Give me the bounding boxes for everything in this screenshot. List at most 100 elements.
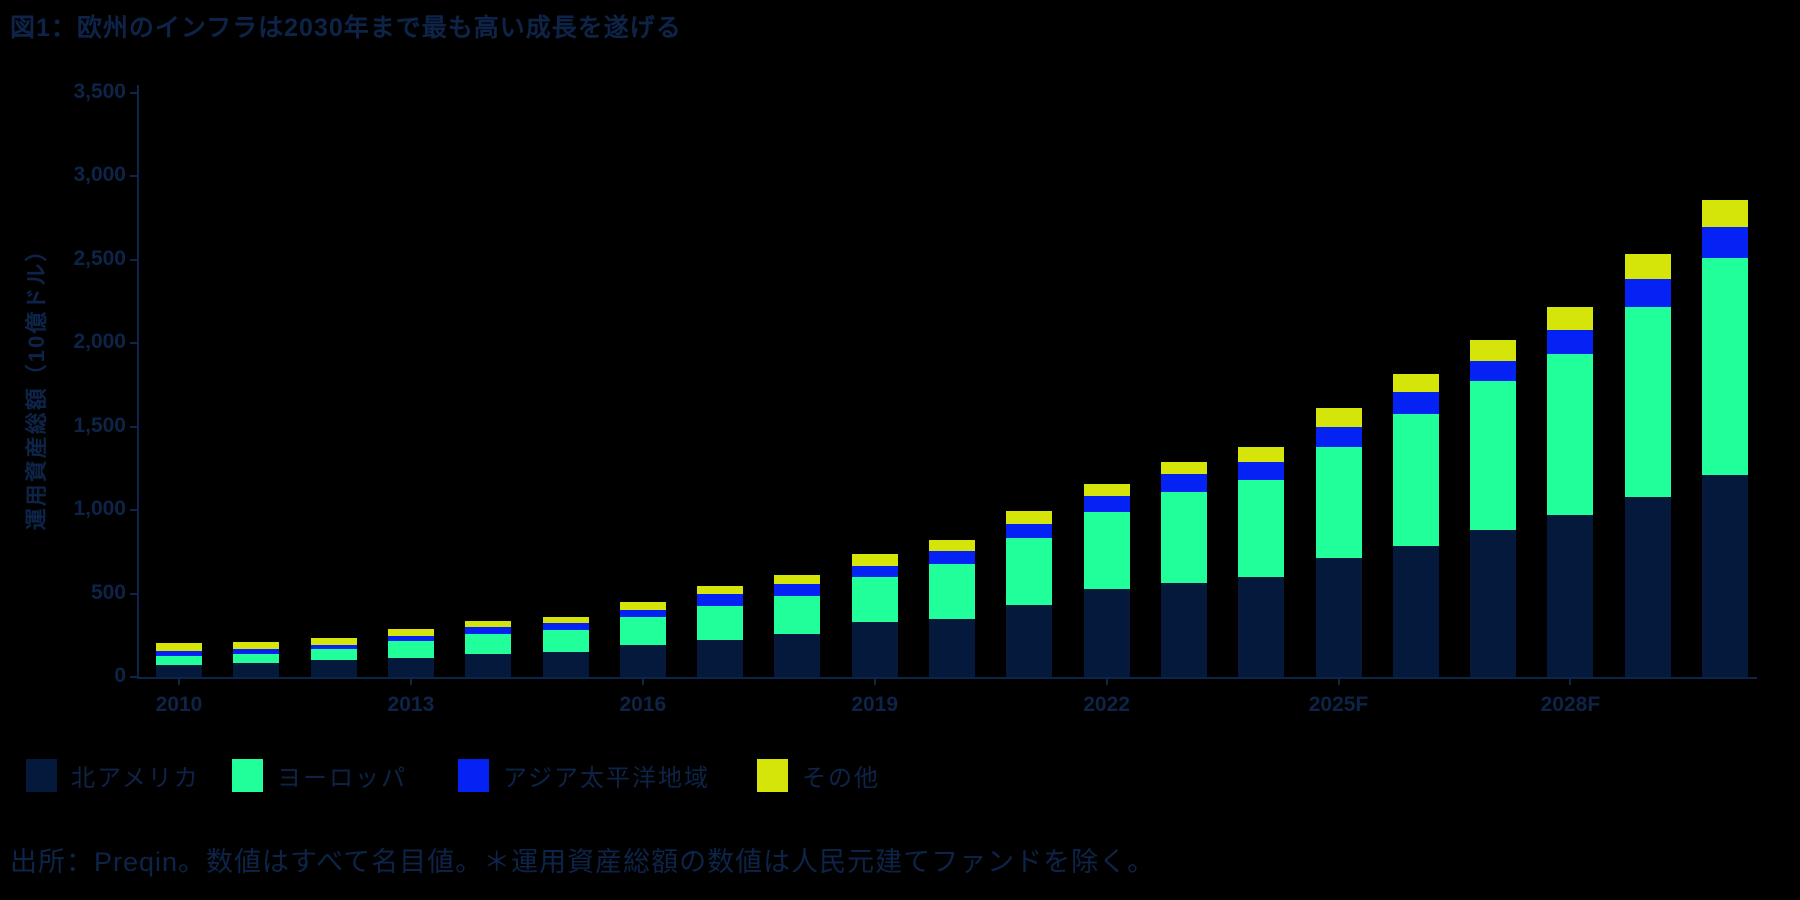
bar-segment-その他 <box>156 643 202 651</box>
legend-swatch <box>757 759 788 792</box>
bar-segment-アジア太平洋地域 <box>465 626 512 635</box>
bar-segment-ヨーロッパ <box>542 629 589 653</box>
bar-segment-ヨーロッパ <box>1392 414 1439 546</box>
bar-segment-その他 <box>233 642 280 650</box>
bar-segment-アジア太平洋地域 <box>233 649 280 654</box>
x-tick-label: 2010 <box>155 693 203 716</box>
bar-segment-北アメリカ <box>465 654 512 677</box>
bar-segment-ヨーロッパ <box>156 655 202 665</box>
legend-swatch <box>458 759 489 792</box>
y-tick-mark <box>130 425 137 428</box>
bar-segment-その他 <box>1160 461 1207 474</box>
legend-label: アジア太平洋地域 <box>503 765 711 792</box>
bar-segment-北アメリカ <box>1006 604 1053 677</box>
x-tick-label: 2025F <box>1308 693 1369 716</box>
bar-segment-アジア太平洋地域 <box>1392 392 1439 415</box>
x-tick-mark <box>1337 679 1340 685</box>
x-tick-label: 2022 <box>1083 693 1130 716</box>
figure-title: 図1：欧州のインフラは2030年まで最も高い成長を遂げる <box>10 14 682 42</box>
bar-segment-その他 <box>1702 199 1748 228</box>
bar-segment-北アメリカ <box>1624 496 1671 677</box>
bar-segment-北アメリカ <box>697 639 744 677</box>
bar-segment-アジア太平洋地域 <box>387 636 434 642</box>
bar-segment-ヨーロッパ <box>1547 354 1594 515</box>
y-tick-mark <box>130 592 137 595</box>
legend: 北アメリカ ヨーロッパ アジア太平洋地域 その他 <box>0 758 1800 798</box>
bar-segment-北アメリカ <box>1470 529 1517 677</box>
y-tick-mark <box>130 258 137 261</box>
bar-segment-アジア太平洋地域 <box>774 584 821 597</box>
bar-segment-北アメリカ <box>929 618 975 677</box>
bar-segment-ヨーロッパ <box>1083 511 1130 590</box>
legend-item: その他 <box>757 758 880 793</box>
x-tick-mark <box>1105 679 1108 685</box>
y-tick-mark <box>130 509 137 512</box>
x-tick-mark <box>641 679 644 685</box>
bar-segment-その他 <box>1083 483 1130 496</box>
bar-segment-ヨーロッパ <box>1006 538 1053 605</box>
y-tick-label: 2,500 <box>73 246 126 270</box>
bar-segment-ヨーロッパ <box>233 653 280 663</box>
legend-label: その他 <box>802 765 880 792</box>
bar-segment-ヨーロッパ <box>774 596 821 635</box>
x-tick-label: 2019 <box>851 693 899 716</box>
bar-segment-アジア太平洋地域 <box>1470 361 1517 382</box>
bar-segment-その他 <box>619 601 666 610</box>
y-tick-label: 500 <box>90 580 126 604</box>
y-tick-label: 3,000 <box>73 163 126 187</box>
bar-segment-アジア太平洋地域 <box>1160 473 1207 493</box>
bar-segment-ヨーロッパ <box>1238 479 1285 577</box>
bar-segment-その他 <box>929 540 975 551</box>
bar-segment-アジア太平洋地域 <box>697 594 744 606</box>
bar-segment-北アメリカ <box>1392 545 1439 677</box>
bar-segment-北アメリカ <box>1547 514 1594 677</box>
x-tick-mark <box>873 679 876 685</box>
bar-segment-アジア太平洋地域 <box>310 644 357 649</box>
legend-item: ヨーロッパ <box>232 758 407 793</box>
legend-label: 北アメリカ <box>71 765 200 792</box>
bar-segment-その他 <box>310 637 357 645</box>
bar-segment-ヨーロッパ <box>1702 258 1748 475</box>
x-tick-label: 2028F <box>1540 693 1601 716</box>
bar-segment-その他 <box>542 616 589 623</box>
bar-segment-北アメリカ <box>156 664 202 677</box>
bar-segment-その他 <box>1238 447 1285 462</box>
bar-segment-ヨーロッパ <box>619 617 666 645</box>
bar-segment-アジア太平洋地域 <box>619 609 666 618</box>
bar-segment-北アメリカ <box>1238 576 1285 677</box>
y-tick-label: 1,500 <box>73 413 126 437</box>
bar-segment-その他 <box>1624 253 1671 279</box>
bar-segment-ヨーロッパ <box>697 605 744 640</box>
bar-segment-北アメリカ <box>1083 589 1130 677</box>
bar-segment-ヨーロッパ <box>1470 381 1517 530</box>
y-tick-label: 2,000 <box>73 330 126 354</box>
bar-segment-アジア太平洋地域 <box>156 650 202 656</box>
x-axis-line <box>137 677 1757 679</box>
source-note: 出所：Preqin。数値はすべて名目値。＊運用資産総額の数値は人民元建てファンド… <box>10 847 1156 877</box>
bar-segment-その他 <box>697 585 744 595</box>
y-tick-label: 3,500 <box>73 80 126 103</box>
bar-segment-アジア太平洋地域 <box>1315 426 1362 447</box>
y-tick-mark <box>130 92 137 94</box>
bar-segment-アジア太平洋地域 <box>1006 524 1053 539</box>
bar-segment-ヨーロッパ <box>310 648 357 661</box>
bar-segment-その他 <box>1547 306 1594 330</box>
legend-swatch <box>232 759 263 792</box>
x-tick-label: 2016 <box>619 693 667 716</box>
y-tick-mark <box>130 175 137 178</box>
bar-segment-北アメリカ <box>619 644 666 677</box>
x-tick-mark <box>1569 679 1572 685</box>
bar-segment-その他 <box>851 554 898 567</box>
bar-segment-アジア太平洋地域 <box>929 550 975 565</box>
bar-segment-北アメリカ <box>387 657 434 677</box>
bar-segment-北アメリカ <box>1160 582 1207 677</box>
bar-segment-その他 <box>1006 510 1053 525</box>
bar-segment-北アメリカ <box>233 662 280 677</box>
x-tick-label: 2013 <box>387 693 435 716</box>
bar-segment-アジア太平洋地域 <box>851 566 898 578</box>
bar-segment-その他 <box>1470 340 1517 362</box>
bar-segment-その他 <box>1392 374 1439 392</box>
y-axis-line <box>137 85 139 679</box>
x-tick-mark <box>178 679 180 685</box>
